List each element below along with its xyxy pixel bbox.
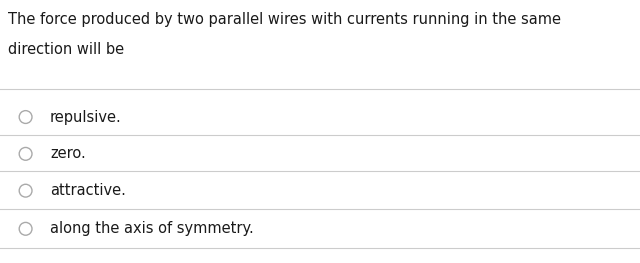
Text: repulsive.: repulsive. — [50, 109, 122, 125]
Text: direction will be: direction will be — [8, 42, 124, 57]
Text: along the axis of symmetry.: along the axis of symmetry. — [50, 221, 253, 236]
Text: The force produced by two parallel wires with currents running in the same: The force produced by two parallel wires… — [8, 12, 561, 27]
Text: attractive.: attractive. — [50, 183, 126, 198]
Text: zero.: zero. — [50, 146, 86, 161]
